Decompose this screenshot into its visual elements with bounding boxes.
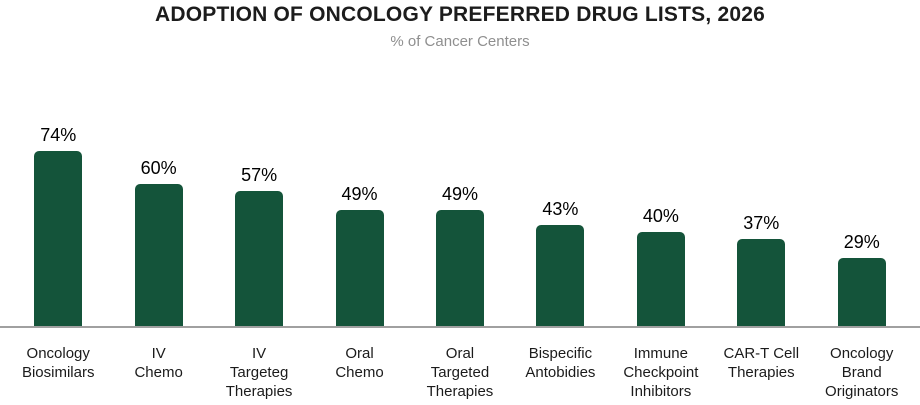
bar — [636, 231, 685, 326]
bar-column: 57% — [209, 165, 309, 326]
category-label: IV Targeteg Therapies — [225, 345, 293, 400]
bar — [435, 210, 484, 326]
bar-value-label: 74% — [40, 125, 77, 146]
bar-value-label: 57% — [241, 165, 278, 186]
category-label: Oral Targeted Therapies — [426, 345, 494, 400]
category-label: IV Chemo — [134, 345, 183, 381]
bar-column: 74% — [8, 125, 108, 326]
bar-value-label: 37% — [743, 212, 780, 233]
category-label: Bispecific Antobidies — [525, 345, 596, 381]
bar-value-label: 29% — [843, 231, 880, 252]
chart-title: ADOPTION OF ONCOLOGY PREFERRED DRUG LIST… — [155, 3, 765, 26]
category-label: Oncology Biosimilars — [21, 345, 95, 381]
bar-value-label: 40% — [642, 205, 679, 226]
bar — [134, 184, 183, 326]
bar-value-label: 43% — [542, 198, 579, 219]
bar — [34, 151, 83, 326]
bar — [837, 257, 886, 326]
bar-column: 49% — [410, 184, 510, 326]
bar-value-label: 49% — [441, 184, 478, 205]
category-label: Oncology Brand Originators — [825, 345, 899, 400]
plot-area: 74% 60% 57% 49% 49% 43% 40% 37% 29% — [0, 52, 920, 328]
bar-column: 40% — [611, 206, 711, 326]
bar — [737, 238, 786, 326]
chart-subtitle: % of Cancer Centers — [390, 33, 530, 50]
category-label: CAR-T Cell Therapies — [723, 345, 800, 381]
category-label: Immune Checkpoint Inhibitors — [623, 345, 699, 400]
bar-value-label: 49% — [341, 184, 378, 205]
bar-column: 60% — [108, 158, 208, 326]
bar-column: 49% — [309, 184, 409, 326]
bar — [335, 210, 384, 326]
bar-value-label: 60% — [140, 158, 177, 179]
category-axis: Oncology Biosimilars IV Chemo IV Targeteg Ther… — [0, 328, 920, 401]
bar-column: 37% — [711, 213, 811, 326]
category-label: Oral Chemo — [335, 345, 384, 381]
bar — [235, 191, 284, 326]
bar — [536, 224, 585, 326]
bar-column: 43% — [510, 199, 610, 326]
bar-column: 29% — [812, 232, 912, 326]
